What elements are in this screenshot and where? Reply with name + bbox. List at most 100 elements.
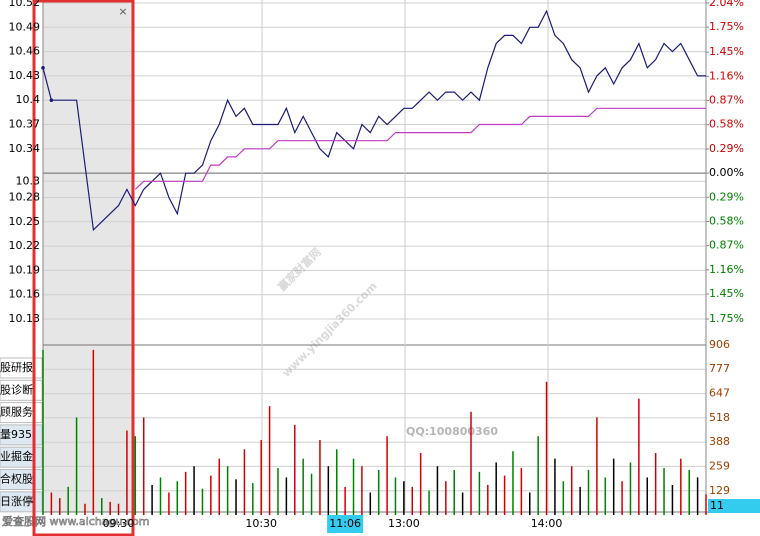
- sidebar-tab: [0, 446, 43, 468]
- volume-bar: [59, 498, 61, 515]
- volume-tick-label: 518: [709, 411, 730, 424]
- y2-tick-label: 0.00%: [709, 166, 744, 179]
- volume-bar: [470, 411, 472, 515]
- volume-bar: [487, 484, 489, 515]
- volume-bar: [235, 479, 237, 515]
- y-tick-label: 10.25: [9, 215, 41, 228]
- volume-bar: [545, 381, 548, 515]
- volume-bar: [327, 466, 330, 515]
- volume-bar: [377, 469, 380, 515]
- y-tick-label: 10.3: [16, 174, 41, 187]
- watermark: 赢家财富网: [275, 245, 324, 294]
- sidebar-item[interactable]: 量935: [0, 428, 32, 441]
- volume-bar: [495, 462, 497, 515]
- volume-bar: [252, 483, 254, 515]
- y2-tick-label: 1.45%: [709, 45, 744, 58]
- volume-bar: [445, 481, 447, 515]
- x-tick-label: 13:00: [388, 517, 420, 530]
- sidebar-item[interactable]: 日涨停: [0, 494, 33, 508]
- volume-bar: [419, 453, 422, 515]
- volume-bar: [671, 484, 674, 515]
- y-tick-label: 10.46: [9, 45, 41, 58]
- volume-bar: [403, 481, 405, 515]
- volume-bar: [218, 458, 220, 515]
- volume-bar: [680, 458, 682, 515]
- sidebar-tab: [0, 402, 43, 424]
- volume-bar: [134, 436, 137, 515]
- y-tick-label: 10.13: [9, 312, 41, 325]
- y2-tick-label: 1.75%: [709, 312, 744, 325]
- volume-bar: [67, 486, 69, 515]
- sidebar-item[interactable]: 顾服务: [0, 406, 33, 419]
- volume-bar: [126, 430, 128, 515]
- sidebar-item[interactable]: 合权股: [0, 472, 33, 486]
- sidebar-item[interactable]: 股诊断: [0, 382, 33, 396]
- volume-bar: [570, 466, 573, 515]
- volume-bar: [428, 490, 430, 515]
- current-volume: 11: [710, 499, 724, 512]
- y-tick-label: 10.37: [9, 118, 41, 131]
- volume-bar: [352, 458, 355, 515]
- volume-bar: [705, 494, 707, 515]
- volume-bar: [319, 439, 321, 515]
- sidebar-tab: [0, 424, 43, 446]
- volume-bar: [226, 466, 229, 515]
- volume-bar: [92, 349, 95, 515]
- volume-bar: [361, 466, 363, 515]
- y-tick-label: 10.28: [9, 190, 41, 203]
- y-tick-label: 10.19: [9, 263, 41, 276]
- volume-bar: [646, 477, 649, 515]
- volume-bar: [411, 486, 414, 515]
- sidebar-item[interactable]: 业掘金: [0, 449, 33, 463]
- y2-tick-label: 1.16%: [709, 263, 744, 276]
- volume-tick-label: 906: [709, 338, 730, 351]
- y-tick-label: 10.43: [9, 69, 41, 82]
- cursor-time-box: [327, 515, 364, 533]
- volume-bar: [210, 475, 212, 515]
- volume-bar: [596, 417, 598, 515]
- volume-bar: [520, 468, 523, 515]
- y-tick-label: 10.16: [9, 288, 41, 301]
- y2-tick-label: 1.16%: [709, 69, 744, 82]
- y-tick-label: 10.52: [9, 0, 41, 9]
- point-marker: [49, 98, 54, 103]
- volume-bar: [310, 473, 313, 515]
- volume-bar: [436, 466, 439, 515]
- volume-bar: [394, 477, 397, 515]
- volume-bar: [201, 488, 204, 515]
- volume-bar: [629, 462, 632, 515]
- volume-bar: [612, 458, 615, 515]
- volume-bar: [159, 477, 162, 515]
- y-tick-label: 10.34: [9, 142, 41, 155]
- volume-bar: [142, 417, 145, 515]
- y-tick-label: 10.4: [16, 93, 41, 106]
- watermark: QQ:100800360: [406, 425, 498, 438]
- x-tick-label: 14:00: [531, 517, 563, 530]
- x-tick-label: 10:30: [245, 517, 277, 530]
- volume-bar: [335, 449, 338, 515]
- volume-tick-label: 129: [709, 484, 730, 497]
- volume-bar: [587, 469, 590, 515]
- y2-tick-label: 1.75%: [709, 20, 744, 33]
- volume-bar: [151, 484, 153, 515]
- volume-bar: [369, 492, 372, 515]
- volume-tick-label: 777: [709, 362, 730, 375]
- sidebar-item[interactable]: 股研报: [0, 360, 33, 374]
- pre-market-shade: [43, 0, 133, 512]
- close-icon[interactable]: ×: [118, 5, 127, 18]
- volume-tick-label: 259: [709, 459, 730, 472]
- y2-tick-label: 0.87%: [709, 94, 744, 107]
- current-volume-box: [708, 499, 760, 513]
- volume-bar: [579, 486, 581, 515]
- x-tick-label: 11:06: [329, 517, 361, 530]
- volume-tick-label: 647: [709, 387, 730, 400]
- volume-bar: [621, 481, 623, 515]
- volume-tick-label: 388: [709, 435, 730, 448]
- y2-tick-label: 0.29%: [709, 142, 744, 155]
- volume-bar: [478, 471, 481, 515]
- volume-bar: [663, 468, 665, 515]
- highlight-box: [32, 0, 135, 536]
- volume-bar: [512, 451, 514, 515]
- volume-bar: [109, 501, 111, 515]
